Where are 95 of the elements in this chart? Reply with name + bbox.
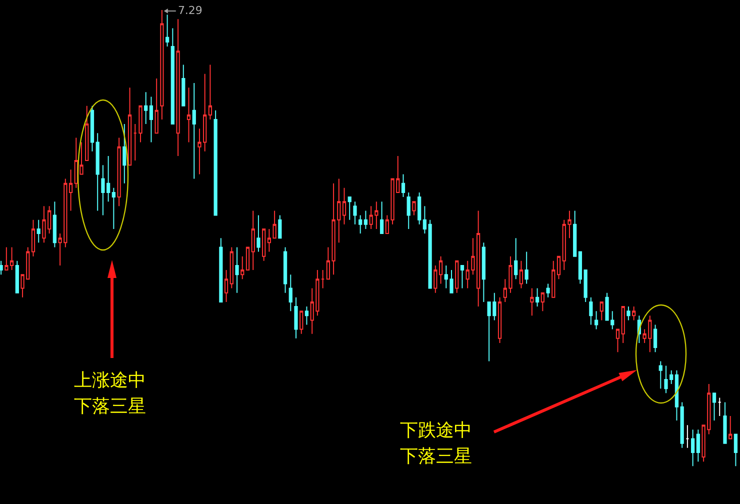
candlestick [251,210,255,271]
candlestick [364,210,368,230]
candlestick [540,292,544,312]
candlestick [278,214,282,239]
candlestick [734,434,738,467]
candlestick [573,210,577,257]
candlestick [122,124,126,184]
candlestick [192,82,196,180]
candlestick [342,187,346,225]
candlestick [149,96,154,143]
candlestick [304,306,309,326]
candlestick [712,392,716,422]
candlestick [85,105,89,162]
candlestick [460,264,464,289]
candlestick [300,310,304,334]
candlestick [96,132,100,212]
candlestick [117,137,121,207]
candlestick [519,260,524,289]
candlestick [68,169,73,212]
candlestick [438,256,443,284]
candlestick [294,296,298,339]
candlestick [723,402,727,444]
candlestick [658,360,662,390]
candlestick [621,306,625,344]
candlestick [133,124,137,162]
candlestick [262,228,266,262]
candlestick [353,201,357,225]
candlestick [498,296,502,344]
candlestick [214,110,218,216]
candlestick [80,142,84,175]
candlestick [240,256,244,280]
candlestick [718,397,722,416]
annotation: 上涨途中下落三星 [74,369,147,419]
candlestick [696,429,700,462]
candlestick [283,246,288,294]
candlestick [406,192,410,230]
candlestick [170,28,174,125]
candlestick [552,260,556,298]
candlestick [219,238,223,302]
candlestick [144,92,148,125]
candlestick [0,260,3,276]
candlestick [482,242,486,302]
candlestick [138,105,142,143]
candlestick [208,64,212,120]
candlestick [530,288,534,316]
candlestick [546,283,550,298]
candlestick [112,187,116,230]
candlestick [380,201,384,234]
candlestick [288,274,292,312]
candlestick [176,18,180,156]
candlestick [632,306,636,321]
candlestick [235,246,239,294]
candlestick [128,87,132,166]
candlestick [165,14,170,48]
candlestick [246,246,250,271]
annotation: 7.29 [178,4,202,18]
candlestick [691,429,695,467]
candlestick [90,105,94,152]
candlestick [535,288,540,307]
candlestick [686,424,690,448]
candlestick [455,260,459,294]
candlestick [186,87,191,143]
candlestick [401,174,406,198]
candlestick [556,256,561,280]
candlestick [626,306,630,321]
candlestick [52,201,57,248]
candlestick [434,264,438,294]
candlestick [348,196,352,220]
candlestick [358,214,362,234]
candlestick [418,192,422,225]
candlestick [578,251,582,284]
candlestick [224,270,228,302]
candlestick [15,260,19,294]
candlestick [616,328,620,353]
candlestick [728,415,732,440]
candlestick [256,214,260,252]
candlestick [321,270,325,289]
candlestick [154,78,158,134]
candlestick [600,301,604,321]
candlestick [412,201,416,216]
candlestick [674,370,679,422]
candlestick [680,402,684,448]
annotation: 下跌途中下落三星 [400,419,473,469]
candlestick [584,270,588,302]
candlestick [31,219,36,257]
candlestick [514,238,518,280]
candlestick [230,246,234,289]
candlestick [36,219,40,244]
candlestick [74,137,78,188]
candlestick [160,10,164,120]
candlestick [182,64,186,106]
candlestick [589,296,593,326]
candlestick [524,251,528,284]
candlestick [653,324,658,353]
candlestick [594,310,598,330]
